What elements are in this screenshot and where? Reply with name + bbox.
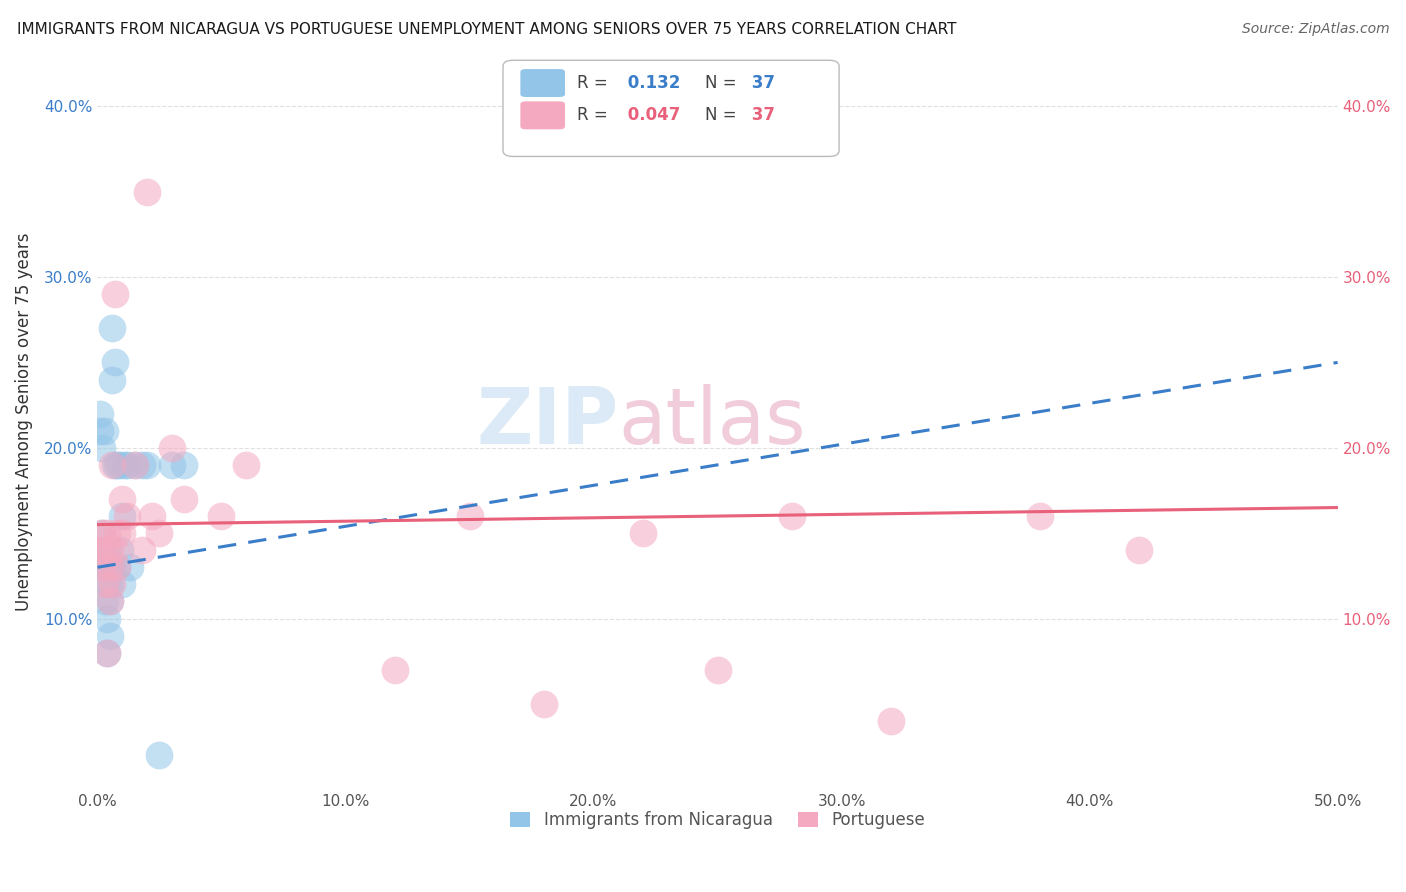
Point [173,491,195,506]
Point [101,560,124,574]
Point [1029,509,1052,524]
Point [101,577,124,591]
Text: 37: 37 [747,74,775,92]
Text: N =: N = [706,106,737,124]
Point [111,577,134,591]
Point [108,458,131,472]
Point [96,577,118,591]
Text: R =: R = [578,106,609,124]
Point [114,458,136,472]
Point [94,577,117,591]
Text: 37: 37 [747,106,775,124]
Point [91,543,114,558]
Point [98,577,121,591]
Point [94,424,117,438]
Point [115,509,138,524]
FancyBboxPatch shape [503,61,839,156]
Point [111,509,134,524]
Point [104,287,127,301]
Point [111,526,134,541]
Point [91,526,114,541]
Point [89,407,111,421]
Point [98,560,121,574]
Point [141,509,163,524]
Legend: Immigrants from Nicaragua, Portuguese: Immigrants from Nicaragua, Portuguese [503,805,931,836]
Point [384,663,406,677]
Point [235,458,257,472]
Point [131,543,153,558]
Point [96,646,118,660]
Point [131,458,153,472]
Point [108,543,131,558]
Point [136,458,159,472]
Point [98,629,121,643]
Point [115,458,138,472]
Point [96,611,118,625]
Point [148,747,170,762]
Text: N =: N = [706,74,737,92]
Point [96,526,118,541]
Point [101,372,124,386]
Text: Source: ZipAtlas.com: Source: ZipAtlas.com [1241,22,1389,37]
Point [458,509,481,524]
Point [880,714,903,728]
Point [105,458,128,472]
Point [94,594,117,608]
Point [89,543,111,558]
Point [631,526,654,541]
Point [91,560,114,574]
FancyBboxPatch shape [520,69,565,97]
Point [89,424,111,438]
Point [94,560,117,574]
FancyBboxPatch shape [520,102,565,129]
Point [104,543,127,558]
Point [1128,543,1150,558]
Point [136,185,159,199]
Point [173,458,195,472]
Text: R =: R = [578,74,609,92]
Point [96,646,118,660]
Text: 0.132: 0.132 [621,74,681,92]
Point [98,560,121,574]
Point [118,560,141,574]
Point [211,509,233,524]
Text: atlas: atlas [619,384,806,460]
Point [104,355,127,369]
Point [91,526,114,541]
Point [105,560,128,574]
Point [94,560,117,574]
Point [533,697,555,711]
Point [104,458,127,472]
Point [105,526,128,541]
Point [124,458,146,472]
Point [96,543,118,558]
Point [98,594,121,608]
Point [98,594,121,608]
Text: ZIP: ZIP [477,384,619,460]
Point [148,526,170,541]
Point [91,441,114,455]
Point [780,509,803,524]
Point [160,458,183,472]
Y-axis label: Unemployment Among Seniors over 75 years: Unemployment Among Seniors over 75 years [15,233,32,611]
Point [105,560,128,574]
Text: IMMIGRANTS FROM NICARAGUA VS PORTUGUESE UNEMPLOYMENT AMONG SENIORS OVER 75 YEARS: IMMIGRANTS FROM NICARAGUA VS PORTUGUESE … [17,22,956,37]
Point [94,543,117,558]
Point [160,441,183,455]
Point [706,663,728,677]
Point [101,458,124,472]
Point [101,321,124,335]
Point [124,458,146,472]
Text: 0.047: 0.047 [621,106,681,124]
Point [98,543,121,558]
Point [111,491,134,506]
